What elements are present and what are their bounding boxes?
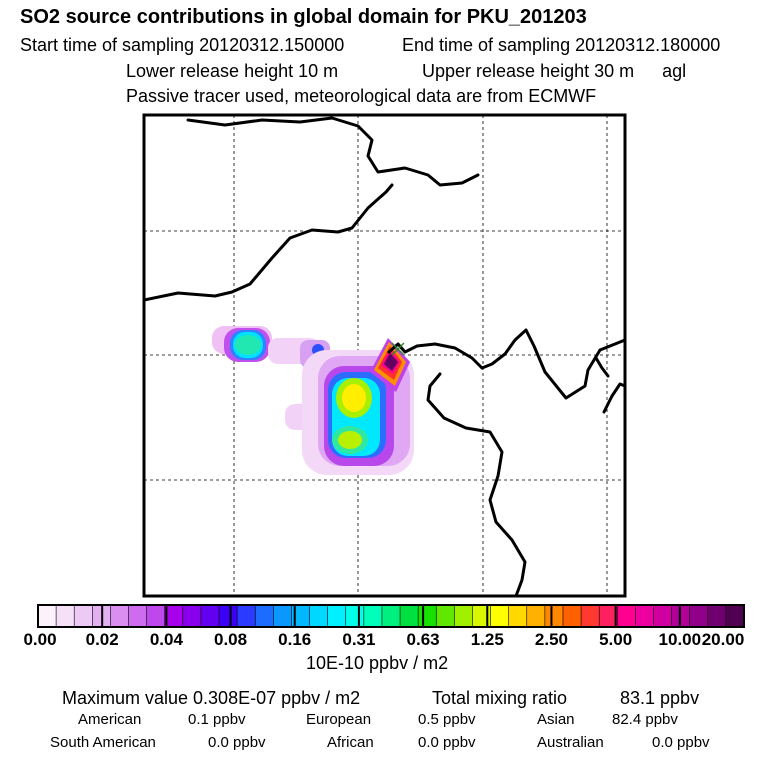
colorbar-cell bbox=[146, 604, 166, 628]
colorbar-cell bbox=[580, 604, 600, 628]
colorbar-unit-label: 10E-10 ppbv / m2 bbox=[306, 653, 449, 673]
colorbar-cell bbox=[273, 604, 293, 628]
colorbar-tick-label: 0.02 bbox=[85, 630, 119, 649]
colorbar-cell bbox=[381, 604, 401, 628]
colorbar-tick-label: 0.31 bbox=[342, 630, 376, 649]
map-frame bbox=[142, 113, 627, 598]
region-value-african: 0.0 ppbv bbox=[418, 734, 476, 751]
total-mixing-label: Total mixing ratio bbox=[432, 688, 568, 708]
region-value-south-american: 0.0 ppbv bbox=[208, 734, 266, 751]
colorbar-tick-label: 10.00 bbox=[658, 630, 702, 649]
colorbar-cell bbox=[399, 604, 419, 628]
max-value-label: Maximum value 0.308E-07 ppbv / m2 bbox=[62, 688, 361, 708]
region-value-asian: 82.4 ppbv bbox=[612, 711, 678, 728]
colorbar-tick-label: 0.00 bbox=[23, 630, 57, 649]
region-name-asian: Asian bbox=[537, 711, 575, 728]
colorbar-tick-label: 1.25 bbox=[470, 630, 504, 649]
colorbar-tick-label: 0.08 bbox=[213, 630, 248, 649]
colorbar-cell bbox=[725, 604, 745, 628]
colorbar-cell bbox=[635, 604, 655, 628]
colorbar-tick-label: 0.63 bbox=[406, 630, 440, 649]
upper-release-value: Upper release height 30 m bbox=[422, 61, 635, 81]
region-value-european: 0.5 ppbv bbox=[418, 711, 476, 728]
colorbar-tick-label: 5.00 bbox=[599, 630, 633, 649]
colorbar-cell bbox=[544, 604, 564, 628]
region-name-american: American bbox=[78, 711, 142, 728]
colorbar-cell bbox=[128, 604, 148, 628]
colorbar-cell bbox=[417, 604, 438, 628]
colorbar-cell bbox=[236, 604, 257, 628]
region-value-australian: 0.0 ppbv bbox=[652, 734, 710, 751]
colorbar-cell bbox=[653, 604, 673, 628]
region-name-south-american: South American bbox=[50, 734, 156, 751]
colorbar-cell bbox=[435, 604, 456, 628]
colorbar-cell bbox=[218, 604, 238, 628]
colorbar-cell bbox=[200, 604, 220, 628]
colorbar-tick-label: 0.16 bbox=[278, 630, 312, 649]
colorbar-frame bbox=[37, 604, 745, 628]
colorbar-cell bbox=[454, 604, 474, 628]
colorbar-cell bbox=[689, 604, 709, 628]
colorbar-cell bbox=[73, 604, 94, 628]
colorbar-tick-label: 0.04 bbox=[149, 630, 183, 649]
colorbar-cells bbox=[37, 604, 745, 628]
colorbar bbox=[37, 604, 745, 628]
start-time-label: Start time of sampling 20120312.150000 bbox=[20, 35, 345, 55]
colorbar-cell bbox=[110, 604, 130, 628]
colorbar-cell bbox=[55, 604, 76, 628]
colorbar-cell bbox=[182, 604, 202, 628]
colorbar-cell bbox=[164, 604, 184, 628]
upper-release-label: Upper release height 30 m agl bbox=[422, 62, 686, 80]
region-value-american: 0.1 ppbv bbox=[188, 711, 246, 728]
total-mixing-value: 83.1 ppbv bbox=[620, 688, 700, 708]
colorbar-cell bbox=[526, 604, 546, 628]
region-name-european: European bbox=[306, 711, 372, 728]
x-marker-icon bbox=[391, 342, 405, 356]
colorbar-cell bbox=[327, 604, 347, 628]
colorbar-cell bbox=[37, 604, 57, 628]
end-time-label: End time of sampling 20120312.180000 bbox=[402, 35, 721, 55]
colorbar-cell bbox=[472, 604, 492, 628]
release-unit: agl bbox=[662, 61, 687, 81]
region-name-african: African bbox=[327, 734, 374, 751]
colorbar-tick-label: 20.00 bbox=[701, 630, 745, 649]
colorbar-cell bbox=[707, 604, 727, 628]
colorbar-cell bbox=[254, 604, 275, 628]
colorbar-cell bbox=[490, 604, 510, 628]
tracer-note: Passive tracer used, meteorological data… bbox=[126, 86, 597, 106]
region-name-australian: Australian bbox=[537, 734, 604, 751]
colorbar-cell bbox=[363, 604, 383, 628]
colorbar-cell bbox=[562, 604, 582, 628]
coastline bbox=[144, 116, 625, 596]
lower-release-label: Lower release height 10 m bbox=[126, 61, 339, 81]
colorbar-cell bbox=[508, 604, 528, 628]
colorbar-cell bbox=[345, 604, 365, 628]
colorbar-cell bbox=[309, 604, 329, 628]
colorbar-cell bbox=[616, 604, 637, 628]
colorbar-tick-label: 2.50 bbox=[534, 630, 568, 649]
page-title: SO2 source contributions in global domai… bbox=[20, 6, 587, 28]
colorbar-cell bbox=[671, 604, 691, 628]
